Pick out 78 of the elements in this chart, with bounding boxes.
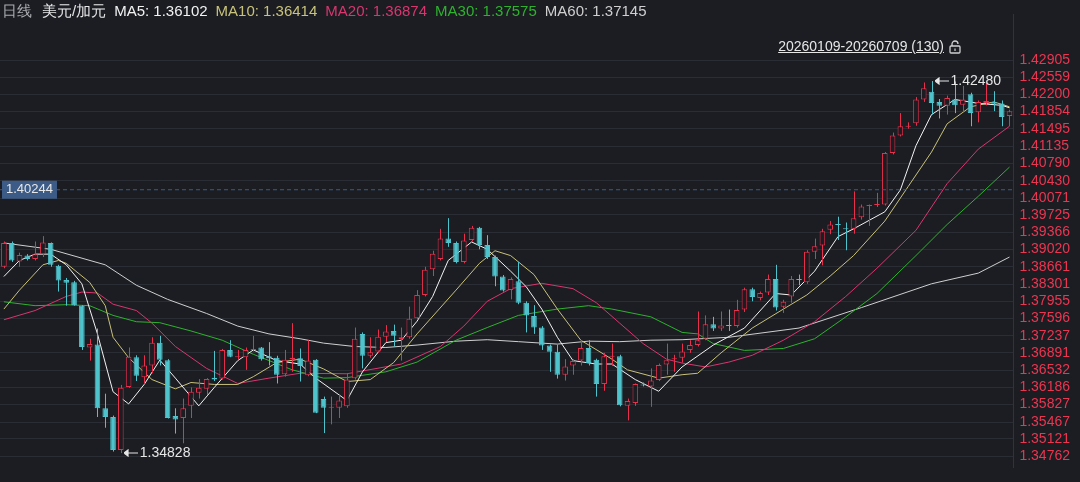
y-tick-label: 1.41135 bbox=[1019, 137, 1070, 154]
annotation: 1.34828 bbox=[139, 443, 191, 460]
y-tick-label: 1.39020 bbox=[1019, 240, 1071, 257]
candlestick bbox=[414, 289, 420, 321]
y-tick-label: 1.35467 bbox=[1019, 412, 1071, 429]
y-tick-label: 1.42200 bbox=[1019, 85, 1071, 102]
y-tick-label: 1.38661 bbox=[1019, 257, 1071, 274]
candlestick bbox=[422, 266, 428, 297]
y-tick-label: 1.36532 bbox=[1019, 361, 1071, 378]
annotation: 1.42480 bbox=[950, 71, 1002, 88]
candlestick bbox=[149, 336, 155, 374]
candlestick bbox=[63, 277, 70, 307]
candlestick bbox=[375, 329, 381, 354]
y-tick-label: 1.41854 bbox=[1019, 102, 1071, 119]
candlestick bbox=[157, 335, 163, 366]
text: MA60: 1.37145 bbox=[544, 2, 647, 20]
candlestick bbox=[694, 311, 701, 348]
y-tick-label: 1.41495 bbox=[1019, 119, 1071, 136]
candlestick bbox=[577, 339, 584, 366]
text: MA30: 1.37575 bbox=[435, 2, 537, 20]
y-tick-label: 1.37596 bbox=[1019, 309, 1071, 326]
candlestick bbox=[180, 398, 186, 444]
candlestick bbox=[679, 343, 685, 364]
candlestick bbox=[461, 233, 467, 264]
candlestick bbox=[484, 234, 491, 260]
candlestick bbox=[920, 81, 927, 103]
y-tick-label: 1.38301 bbox=[1019, 275, 1071, 292]
candlestick bbox=[492, 255, 498, 287]
candlestick bbox=[32, 240, 38, 261]
candlestick bbox=[273, 355, 280, 384]
candlestick bbox=[390, 324, 397, 348]
candlestick bbox=[538, 325, 545, 351]
text: MA20: 1.36874 bbox=[325, 2, 428, 20]
candlestick bbox=[998, 99, 1005, 127]
candlestick bbox=[765, 274, 771, 296]
candlestick bbox=[188, 386, 194, 419]
candlestick bbox=[624, 398, 631, 421]
candlestick bbox=[102, 393, 109, 429]
candlestick bbox=[788, 275, 795, 304]
candlestick bbox=[297, 347, 303, 383]
candlestick bbox=[663, 343, 670, 376]
y-tick-label: 1.36186 bbox=[1019, 377, 1071, 394]
y-tick-label: 1.42559 bbox=[1019, 68, 1071, 85]
y-tick-label: 1.40071 bbox=[1019, 189, 1071, 206]
candlestick bbox=[71, 280, 77, 307]
candlestick bbox=[531, 304, 537, 335]
chart-subtitle: 美元/加元 bbox=[42, 2, 107, 20]
candlestick bbox=[195, 378, 202, 400]
candlestick bbox=[959, 85, 966, 113]
candlestick bbox=[305, 339, 311, 377]
candlestick bbox=[562, 358, 568, 382]
annotation: 20260109-20260709 (130) bbox=[778, 38, 944, 54]
y-tick-label: 1.39366 bbox=[1019, 223, 1071, 240]
y-tick-label: 1.39725 bbox=[1019, 205, 1071, 222]
candlestick bbox=[913, 96, 919, 127]
candlestick bbox=[336, 394, 342, 419]
candlestick bbox=[811, 238, 818, 260]
y-tick-label: 1.36891 bbox=[1019, 343, 1071, 360]
candlestick bbox=[367, 336, 374, 359]
y-tick-label: 1.37237 bbox=[1019, 326, 1071, 343]
candlestick bbox=[40, 235, 46, 258]
candlestick bbox=[523, 300, 529, 333]
candlestick bbox=[944, 95, 950, 116]
candlestick bbox=[141, 354, 148, 385]
chart-title: 日线 bbox=[2, 2, 32, 20]
text: MA5: 1.36102 bbox=[114, 2, 208, 20]
text: MA10: 1.36414 bbox=[215, 2, 318, 20]
y-tick-label: 1.35827 bbox=[1019, 395, 1071, 412]
candlestick bbox=[406, 306, 413, 340]
y-tick-label: 1.40430 bbox=[1019, 171, 1071, 188]
y-tick-label: 1.34762 bbox=[1019, 447, 1071, 464]
y-tick-label: 1.35121 bbox=[1019, 429, 1071, 446]
y-tick-label: 1.40790 bbox=[1019, 154, 1071, 171]
candlestick bbox=[453, 240, 459, 264]
y-tick-label: 1.37955 bbox=[1019, 291, 1071, 308]
candlestick bbox=[718, 311, 724, 332]
ref-line-label: 1.40244 bbox=[6, 181, 53, 197]
y-tick-label: 1.42905 bbox=[1019, 51, 1071, 68]
